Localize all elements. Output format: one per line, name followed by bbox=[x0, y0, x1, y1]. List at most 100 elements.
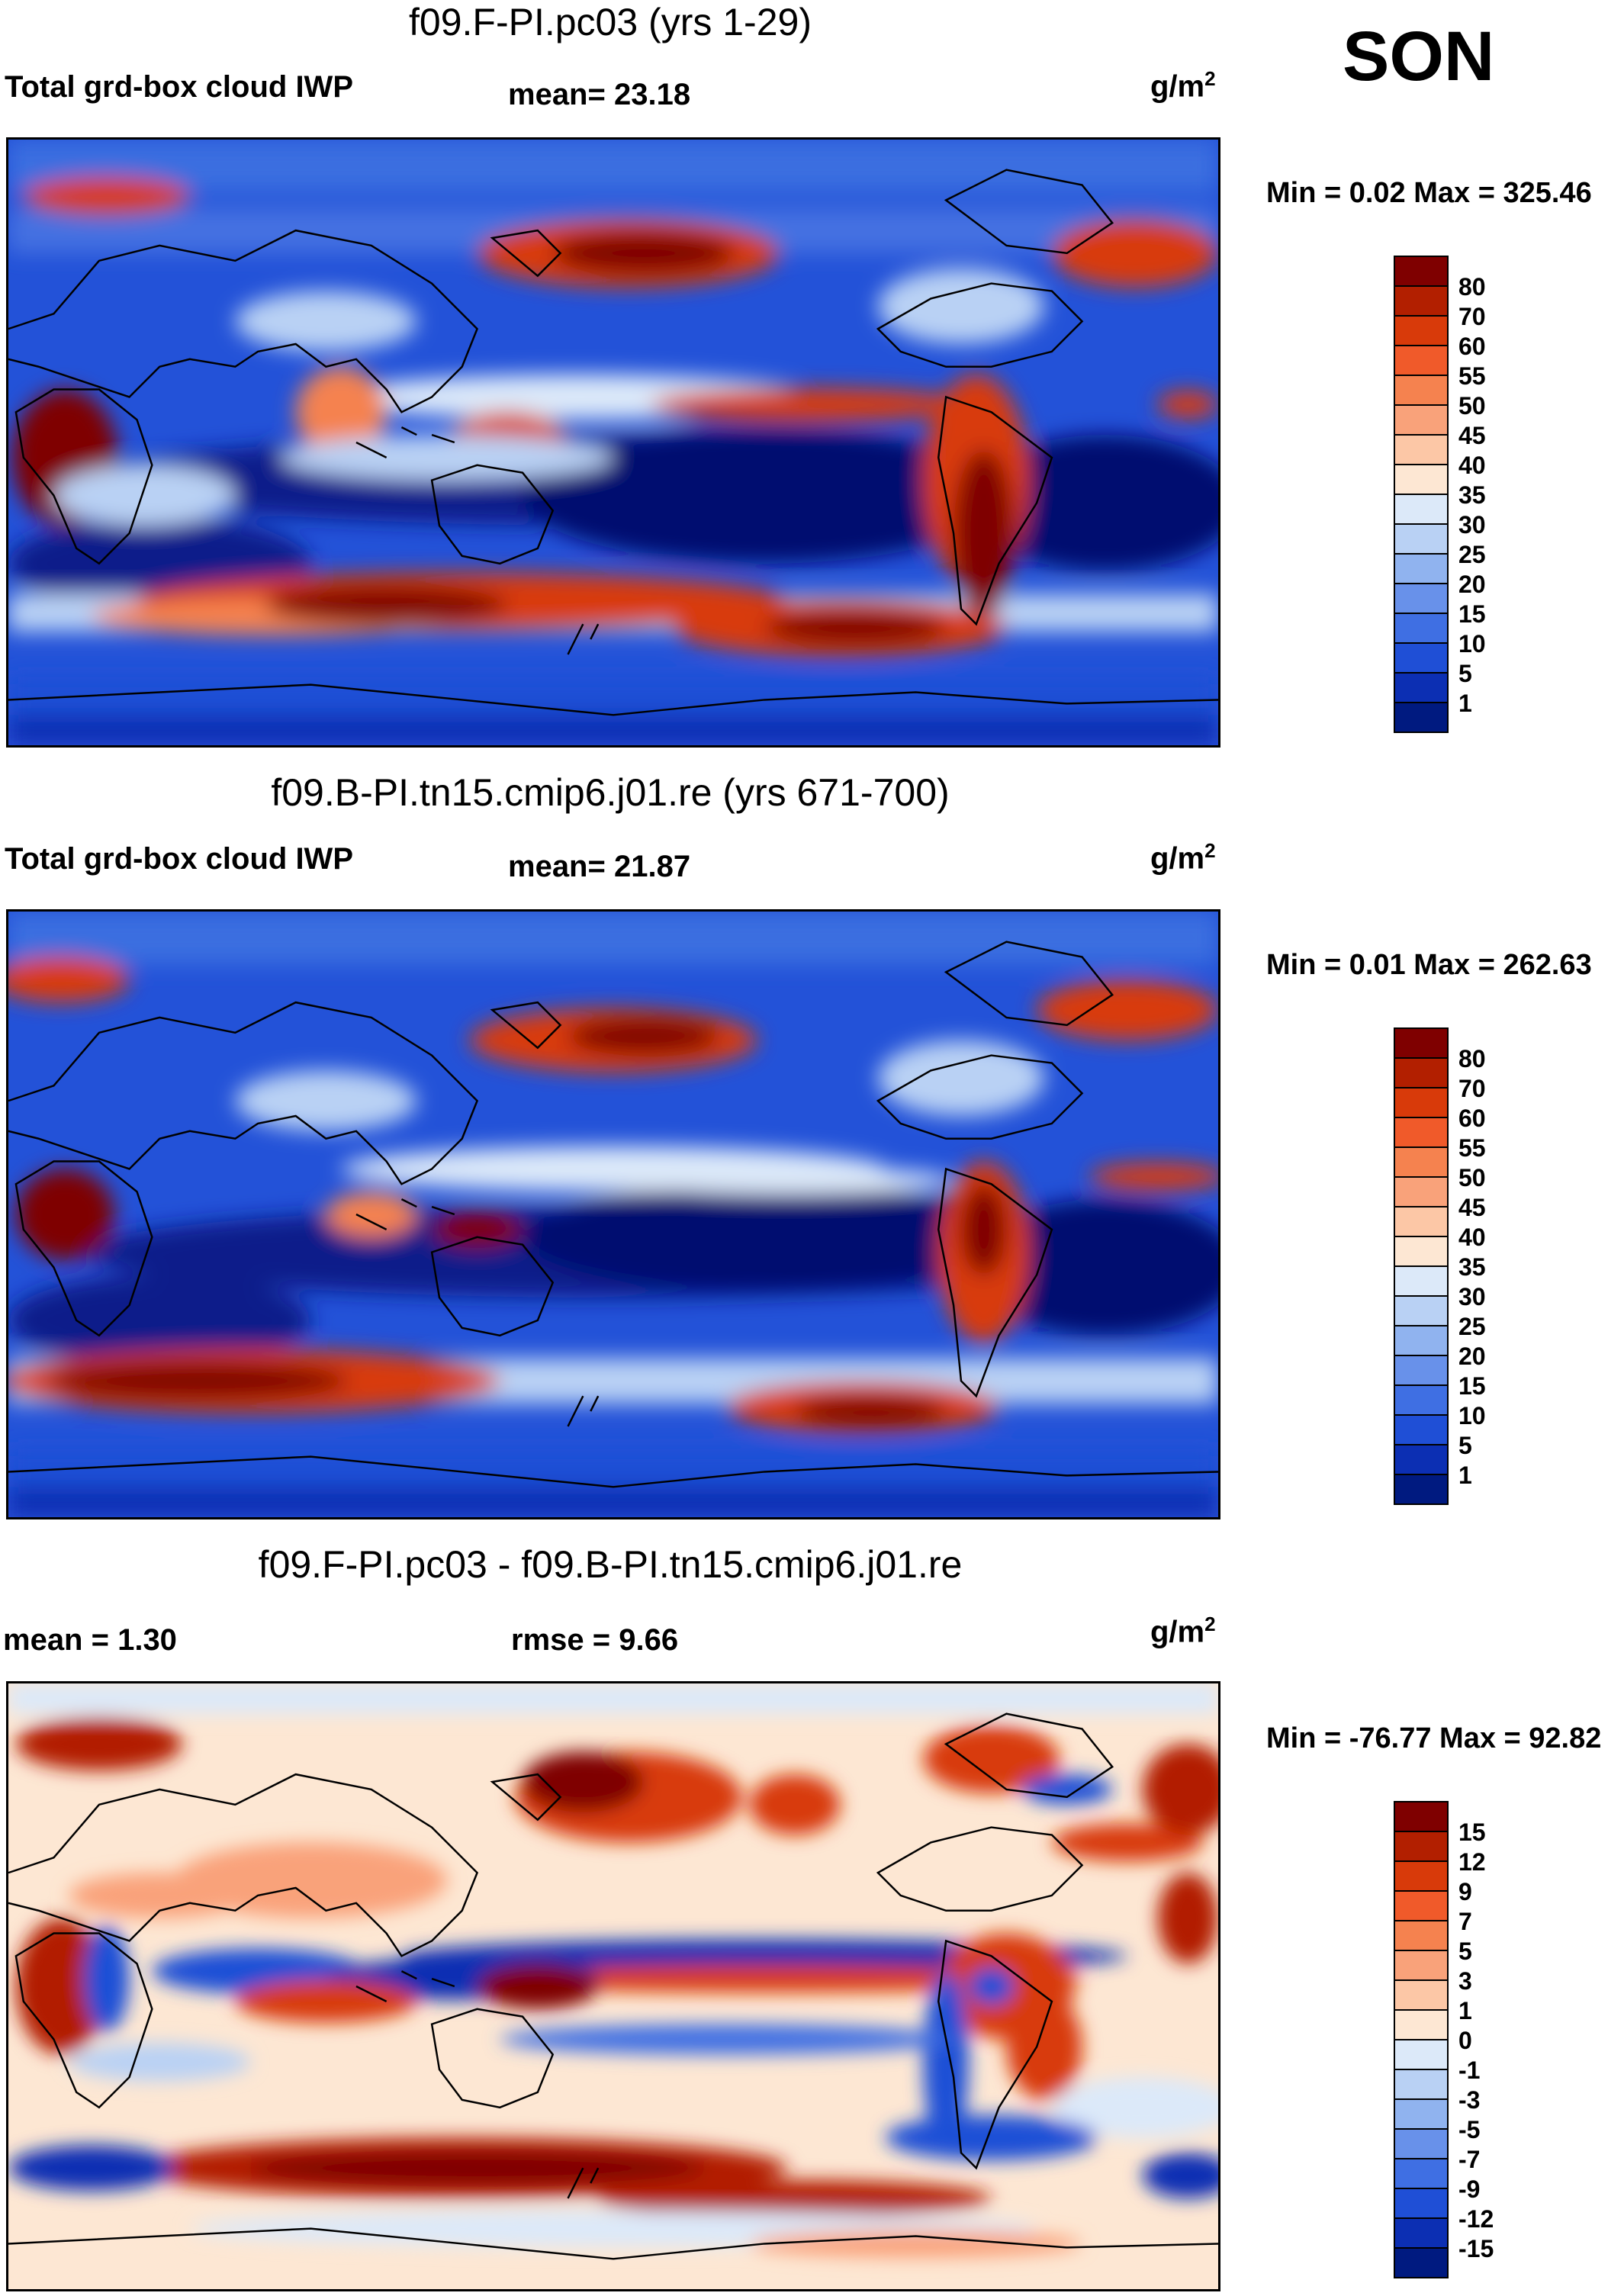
panel-3-colorbar-tick-label: 3 bbox=[1458, 1967, 1472, 1995]
panel-3-colorbar-tick-label: 7 bbox=[1458, 1908, 1472, 1935]
panel-1-mean-label: mean= 23.18 bbox=[508, 78, 691, 111]
panel-2-colorbar-swatch-12 bbox=[1394, 1384, 1449, 1416]
panel-3-colorbar-tick-label: -3 bbox=[1458, 2086, 1480, 2114]
panel-1-coastlines bbox=[8, 169, 1218, 716]
panel-3-colorbar-swatch-10 bbox=[1394, 2098, 1449, 2130]
panel-2-colorbar-swatch-11 bbox=[1394, 1355, 1449, 1386]
panel-2-colorbar-swatch-7 bbox=[1394, 1236, 1449, 1267]
panel-3-colorbar-tick-label: 12 bbox=[1458, 1848, 1486, 1876]
panel-3-colorbar-swatch-9 bbox=[1394, 2069, 1449, 2100]
panel-1-minmax: Min = 0.02 Max = 325.46 bbox=[1266, 177, 1592, 209]
panel-3-colorbar-tick-label: 1 bbox=[1458, 1997, 1472, 2024]
panel-3-colorbar-swatch-0 bbox=[1394, 1801, 1449, 1832]
panel-3-colorbar-tick-label: 9 bbox=[1458, 1878, 1472, 1905]
panel-1-colorbar-tick-label: 40 bbox=[1458, 452, 1486, 479]
panel-3-colorbar-tick-label: -7 bbox=[1458, 2146, 1480, 2173]
panel-1-colorbar-swatch-7 bbox=[1394, 464, 1449, 495]
panel-2-colorbar-swatch-9 bbox=[1394, 1295, 1449, 1326]
panel-2-colorbar-tick-label: 10 bbox=[1458, 1402, 1486, 1429]
panel-2-colorbar-tick-label: 25 bbox=[1458, 1313, 1486, 1340]
panel-2-map-svg bbox=[8, 912, 1218, 1517]
panel-2-colorbar-tick-label: 55 bbox=[1458, 1134, 1486, 1162]
panel-3-colorbar-swatch-13 bbox=[1394, 2188, 1449, 2219]
panel-2-mean-label: mean= 21.87 bbox=[508, 850, 691, 883]
panel-1-map-svg bbox=[8, 140, 1218, 745]
panel-3-colorbar-tick-label: -5 bbox=[1458, 2116, 1480, 2143]
panel-3-colorbar-swatch-14 bbox=[1394, 2217, 1449, 2249]
panel-2-map bbox=[6, 909, 1220, 1519]
panel-1-colorbar-tick-label: 50 bbox=[1458, 392, 1486, 420]
panel-3-colorbar-swatch-3 bbox=[1394, 1890, 1449, 1921]
panel-2-colorbar-tick-label: 1 bbox=[1458, 1462, 1472, 1489]
panel-3-colorbar-swatch-8 bbox=[1394, 2039, 1449, 2070]
panel-2-colorbar-tick-label: 45 bbox=[1458, 1194, 1486, 1221]
panel-1-colorbar-tick-label: 55 bbox=[1458, 362, 1486, 390]
panel-2-variable-label: Total grd-box cloud IWP bbox=[5, 842, 353, 876]
panel-1-colorbar-swatch-5 bbox=[1394, 404, 1449, 436]
panel-3-colorbar-swatch-7 bbox=[1394, 2009, 1449, 2040]
panel-1-colorbar-swatch-0 bbox=[1394, 256, 1449, 287]
panel-1-colorbar-swatch-11 bbox=[1394, 583, 1449, 614]
panel-3-colorbar-swatch-15 bbox=[1394, 2247, 1449, 2278]
panel-2-colorbar-tick-label: 40 bbox=[1458, 1224, 1486, 1251]
panel-3-colorbar-swatch-5 bbox=[1394, 1950, 1449, 1981]
panel-1-colorbar-tick-label: 60 bbox=[1458, 333, 1486, 360]
panel-1-colorbar-tick-label: 25 bbox=[1458, 541, 1486, 568]
panel-2-colorbar-tick-label: 50 bbox=[1458, 1164, 1486, 1191]
panel-1-colorbar-swatch-13 bbox=[1394, 642, 1449, 674]
panel-1-colorbar: 80 70 60 55 50 45 40 35 30 25 20 15 10 5 1 bbox=[1393, 255, 1545, 743]
panel-2-colorbar-swatch-5 bbox=[1394, 1176, 1449, 1207]
panel-1-colorbar-tick-label: 35 bbox=[1458, 481, 1486, 509]
panel-3-title: f09.F-PI.pc03 - f09.B-PI.tn15.cmip6.j01.… bbox=[258, 1543, 963, 1586]
panel-2-coastlines bbox=[8, 941, 1218, 1488]
panel-2-colorbar-tick-label: 35 bbox=[1458, 1253, 1486, 1281]
panel-2-colorbar-swatch-10 bbox=[1394, 1325, 1449, 1356]
panel-1-colorbar-swatch-15 bbox=[1394, 702, 1449, 733]
panel-1-units: g/m2 bbox=[1150, 67, 1216, 104]
season-label: SON bbox=[1343, 18, 1495, 95]
panel-1-map bbox=[6, 137, 1220, 748]
panel-3-units: g/m2 bbox=[1150, 1613, 1216, 1649]
panel-3-colorbar-tick-label: -12 bbox=[1458, 2205, 1494, 2233]
panel-2-colorbar-tick-label: 20 bbox=[1458, 1343, 1486, 1370]
panel-2-colorbar-swatch-3 bbox=[1394, 1117, 1449, 1148]
panel-1-colorbar-tick-label: 20 bbox=[1458, 571, 1486, 598]
panel-2-units: g/m2 bbox=[1150, 839, 1216, 876]
panel-2-minmax: Min = 0.01 Max = 262.63 bbox=[1266, 949, 1592, 981]
panel-1-colorbar-tick-label: 80 bbox=[1458, 273, 1486, 301]
panel-1-colorbar-swatch-6 bbox=[1394, 434, 1449, 465]
panel-1-colorbar-tick-label: 30 bbox=[1458, 511, 1486, 539]
panel-1-colorbar-tick-label: 70 bbox=[1458, 303, 1486, 330]
panel-1-colorbar-tick-label: 5 bbox=[1458, 660, 1472, 687]
panel-3-minmax: Min = -76.77 Max = 92.82 bbox=[1266, 1722, 1602, 1754]
panel-2-colorbar-tick-label: 30 bbox=[1458, 1283, 1486, 1310]
panel-2-colorbar-tick-label: 70 bbox=[1458, 1075, 1486, 1102]
panel-1-colorbar-swatch-14 bbox=[1394, 672, 1449, 703]
panel-2-colorbar-tick-label: 15 bbox=[1458, 1372, 1486, 1400]
panel-1-colorbar-tick-label: 10 bbox=[1458, 630, 1486, 658]
panel-3-colorbar-tick-label: -15 bbox=[1458, 2235, 1494, 2262]
panel-2-colorbar-swatch-13 bbox=[1394, 1414, 1449, 1445]
panel-2-colorbar-swatch-15 bbox=[1394, 1474, 1449, 1505]
panel-1-title: f09.F-PI.pc03 (yrs 1-29) bbox=[409, 1, 812, 43]
panel-1-colorbar-swatch-8 bbox=[1394, 494, 1449, 525]
panel-1-colorbar-swatch-2 bbox=[1394, 315, 1449, 346]
panel-1-colorbar-swatch-4 bbox=[1394, 375, 1449, 406]
panel-2-colorbar-tick-label: 5 bbox=[1458, 1432, 1472, 1459]
panel-3-rmse-label: rmse = 9.66 bbox=[511, 1623, 679, 1657]
panel-3-colorbar-swatch-12 bbox=[1394, 2158, 1449, 2189]
panel-3-colorbar-swatch-4 bbox=[1394, 1920, 1449, 1951]
panel-2-colorbar-swatch-1 bbox=[1394, 1057, 1449, 1089]
panel-1-colorbar-swatch-3 bbox=[1394, 345, 1449, 376]
panel-3-colorbar-tick-label: 15 bbox=[1458, 1818, 1486, 1846]
panel-2-colorbar-swatch-14 bbox=[1394, 1444, 1449, 1475]
panel-3-colorbar-swatch-11 bbox=[1394, 2128, 1449, 2159]
panel-2-colorbar-swatch-2 bbox=[1394, 1087, 1449, 1118]
panel-1-colorbar-swatch-9 bbox=[1394, 523, 1449, 555]
panel-1-colorbar-tick-label: 15 bbox=[1458, 600, 1486, 628]
panel-3-map-svg bbox=[8, 1683, 1218, 2289]
panel-1-variable-label: Total grd-box cloud IWP bbox=[5, 70, 353, 104]
